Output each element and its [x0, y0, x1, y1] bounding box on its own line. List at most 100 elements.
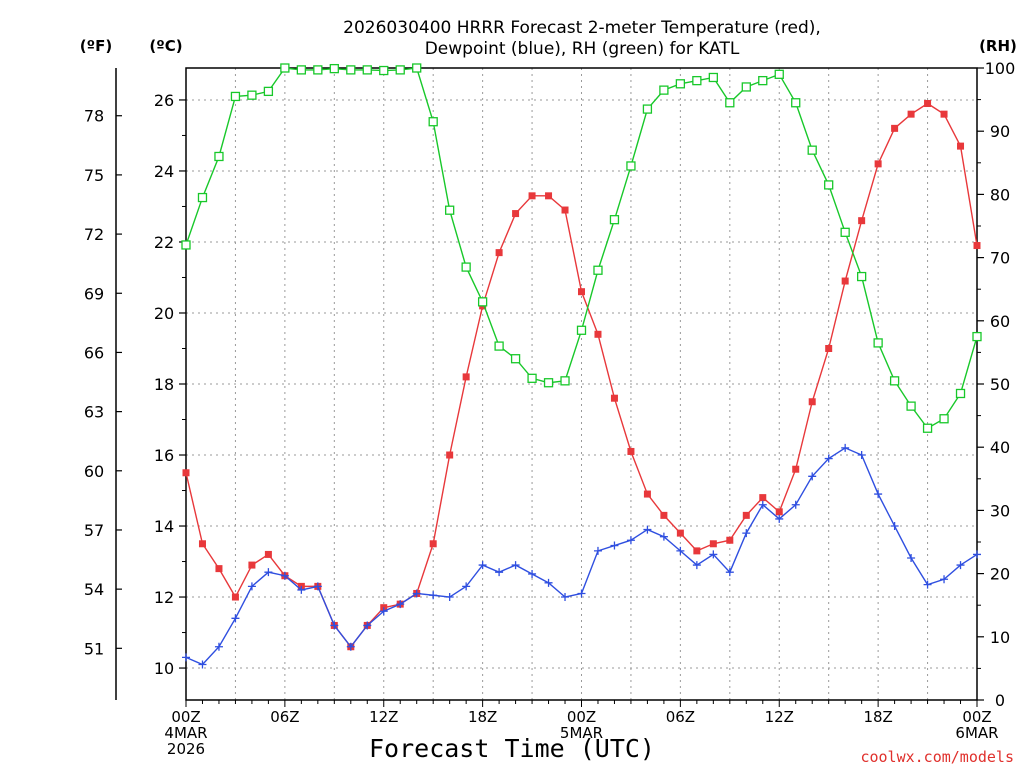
- rh-point: [313, 65, 323, 75]
- rh-point: [346, 65, 356, 75]
- dewpoint-point: [363, 621, 372, 630]
- rh-point: [955, 388, 966, 399]
- x-tick-label: 12Z: [765, 708, 794, 726]
- temperature-point: [660, 511, 668, 519]
- data-series: [181, 63, 982, 669]
- x-tick-label: 5MAR: [560, 724, 603, 742]
- rh-point: [609, 215, 620, 225]
- temperature-point: [808, 398, 816, 406]
- temperature-point: [726, 536, 734, 544]
- rh-point: [362, 65, 372, 75]
- temperature-point: [759, 494, 767, 502]
- dewpoint-point: [528, 569, 537, 578]
- temperature-point: [429, 540, 437, 548]
- rh-point: [642, 104, 653, 114]
- dewpoint-point: [940, 575, 949, 584]
- dewpoint-point: [396, 600, 405, 609]
- rh-point: [725, 98, 735, 108]
- temperature-point: [676, 529, 684, 537]
- rh-tick-label: 10: [990, 628, 1010, 647]
- series-relative-humidity: [181, 63, 982, 433]
- dewpoint-point: [577, 589, 586, 598]
- dewpoint-point: [659, 532, 668, 541]
- x-tick-label: 06Z: [666, 708, 695, 726]
- temperature-point: [643, 490, 651, 498]
- dewpoint-point: [610, 541, 619, 550]
- fahrenheit-tick-label: 60: [84, 462, 104, 481]
- celsius-tick-label: 26: [154, 91, 174, 110]
- dewpoint-point: [626, 536, 635, 545]
- celsius-tick-label: 22: [154, 233, 174, 252]
- rh-point: [708, 72, 718, 83]
- rh-tick-label: 20: [990, 565, 1010, 584]
- celsius-tick-label: 12: [154, 588, 174, 607]
- rh-point: [889, 376, 900, 386]
- dewpoint-point: [973, 550, 981, 559]
- rh-point: [873, 338, 883, 348]
- fahrenheit-tick-label: 54: [84, 580, 104, 599]
- dewpoint-point: [791, 500, 800, 509]
- rh-point: [494, 341, 504, 351]
- temperature-point: [264, 550, 272, 558]
- rh-point: [197, 192, 208, 203]
- rh-point: [741, 82, 751, 92]
- dewpoint-point: [956, 561, 965, 570]
- rh-point: [230, 91, 241, 102]
- dewpoint-point: [280, 571, 289, 580]
- gridlines: [186, 68, 977, 700]
- celsius-tick-label: 10: [154, 659, 174, 678]
- rh-tick-label: 80: [990, 185, 1010, 204]
- dewpoint-point: [445, 593, 454, 602]
- celsius-unit-label: (ºC): [149, 37, 182, 55]
- rh-tick-label: 60: [990, 312, 1010, 331]
- temperature-point: [775, 508, 783, 516]
- rh-point: [906, 401, 916, 411]
- rh-point: [543, 378, 554, 388]
- celsius-tick-label: 24: [154, 162, 174, 181]
- dewpoint-point: [874, 490, 883, 499]
- dewpoint-point: [182, 653, 190, 662]
- temperature-point: [792, 465, 800, 473]
- temperature-point: [957, 142, 965, 150]
- rh-point: [560, 376, 570, 386]
- rh-point: [461, 262, 471, 272]
- dewpoint-point: [593, 546, 602, 555]
- dewpoint-point: [495, 568, 504, 577]
- rh-point: [856, 271, 867, 282]
- dewpoint-point: [857, 451, 866, 460]
- x-tick-label: 06Z: [270, 708, 299, 726]
- x-tick-label: 00Z: [567, 708, 596, 726]
- rh-tick-label: 30: [990, 501, 1010, 520]
- temperature-point: [215, 565, 223, 573]
- dewpoint-point: [247, 582, 256, 591]
- rh-point: [626, 161, 636, 171]
- rh-point: [791, 98, 801, 108]
- dewpoint-point: [775, 514, 784, 523]
- dewpoint-point: [561, 593, 570, 602]
- rh-tick-label: 100: [985, 59, 1016, 78]
- dewpoint-point: [808, 472, 817, 481]
- dewpoint-point: [379, 607, 388, 616]
- rh-point: [840, 227, 850, 237]
- dewpoint-point: [511, 561, 520, 570]
- temperature-point: [578, 288, 585, 296]
- rh-point: [593, 265, 603, 275]
- temperature-point: [512, 210, 520, 218]
- rh-point: [774, 69, 784, 79]
- temperature-point: [610, 394, 618, 402]
- rh-point: [675, 79, 686, 89]
- temperature-point: [841, 277, 849, 285]
- rh-point: [412, 63, 422, 73]
- dewpoint-point: [330, 621, 339, 630]
- dewpoint-point: [824, 454, 833, 463]
- x-axis-label: Forecast Time (UTC): [369, 734, 655, 763]
- rh-point: [214, 151, 224, 162]
- fahrenheit-tick-label: 78: [84, 107, 104, 126]
- dewpoint-point: [841, 443, 850, 452]
- fahrenheit-tick-label: 63: [84, 403, 104, 422]
- rh-point: [576, 325, 587, 335]
- rh-unit-label: (RH): [979, 37, 1017, 55]
- dewpoint-point: [462, 582, 471, 591]
- dewpoint-point: [923, 580, 932, 589]
